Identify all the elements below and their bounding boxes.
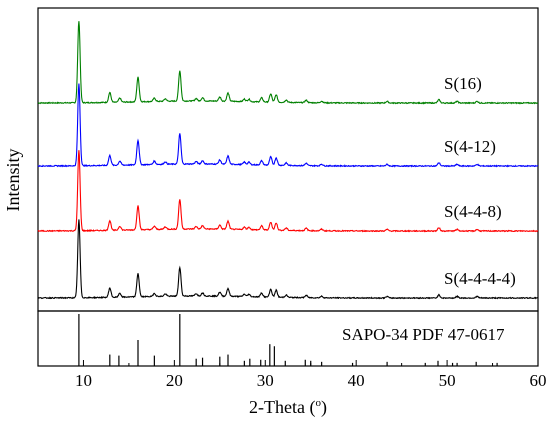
series-label-3: S(4-4-4-4) <box>444 269 516 288</box>
series-line-3 <box>37 219 539 300</box>
x-tick-label-10: 10 <box>75 371 92 390</box>
series-line-2 <box>37 150 539 233</box>
reference-panel: SAPO-34 PDF 47-0617 <box>37 310 539 367</box>
x-axis: 10 20 30 40 50 60 <box>37 360 547 390</box>
series-line-1 <box>37 83 539 168</box>
main-panel: S(16) S(4-12) S(4-4-8) S(4-4-4-4) <box>37 7 539 312</box>
x-axis-title-degree: o <box>315 397 321 409</box>
x-tick-label-40: 40 <box>348 371 365 390</box>
x-axis-title: 2-Theta (o) <box>249 397 327 418</box>
main-plot-frame <box>37 7 539 312</box>
series-line-0 <box>37 21 539 105</box>
series-traces <box>37 21 539 300</box>
y-axis-title: Intensity <box>3 149 23 212</box>
x-tick-label-50: 50 <box>439 371 456 390</box>
series-labels: S(16) S(4-12) S(4-4-8) S(4-4-4-4) <box>444 74 516 288</box>
x-axis-title-end: ) <box>321 397 327 418</box>
series-label-2: S(4-4-8) <box>444 202 502 221</box>
series-label-0: S(16) <box>444 74 482 93</box>
x-tick-label-20: 20 <box>166 371 183 390</box>
x-axis-title-main: 2-Theta ( <box>249 397 315 418</box>
series-label-1: S(4-12) <box>444 137 496 156</box>
reference-plot-frame <box>37 310 539 367</box>
reference-label: SAPO-34 PDF 47-0617 <box>342 325 505 344</box>
x-tick-label-30: 30 <box>257 371 274 390</box>
x-tick-label-60: 60 <box>530 371 547 390</box>
